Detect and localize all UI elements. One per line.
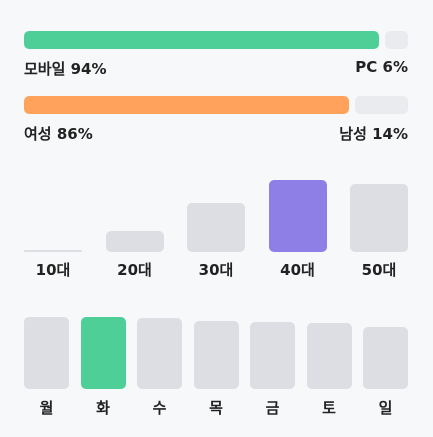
day-label: 목 <box>209 399 223 417</box>
age-label: 20대 <box>117 261 152 279</box>
day-bar <box>250 322 295 389</box>
male-share-bar <box>355 96 408 114</box>
age-label: 30대 <box>198 261 234 279</box>
day-bar <box>363 327 408 389</box>
male-share-label: 남성 14% <box>339 125 408 143</box>
pc-share-bar <box>385 31 408 49</box>
day-label: 수 <box>152 399 167 417</box>
age-bar <box>105 231 164 252</box>
age-label: 50대 <box>361 261 397 279</box>
day-bar <box>306 323 352 389</box>
mobile-share-bar <box>24 31 379 49</box>
age-bar <box>268 180 327 252</box>
age-bar <box>187 203 245 252</box>
mobile-share-label: 모바일 94% <box>24 60 107 78</box>
female-share-bar <box>24 96 349 114</box>
day-label: 화 <box>96 399 110 417</box>
day-bar <box>137 318 182 389</box>
gender-split-bar <box>24 96 408 114</box>
day-bar <box>193 321 239 389</box>
day-label: 토 <box>322 399 336 417</box>
pc-share-label: PC 6% <box>355 58 408 76</box>
day-bar <box>24 317 69 389</box>
female-share-label: 여성 86% <box>24 125 93 143</box>
day-label: 일 <box>378 399 393 417</box>
day-bar <box>80 317 126 389</box>
age-label: 10대 <box>35 261 71 279</box>
age-label: 40대 <box>280 261 315 279</box>
day-label: 금 <box>265 399 280 417</box>
device-split-bar <box>24 31 408 49</box>
age-bar <box>350 184 408 252</box>
age-bar <box>24 250 82 252</box>
day-label: 월 <box>39 399 54 417</box>
